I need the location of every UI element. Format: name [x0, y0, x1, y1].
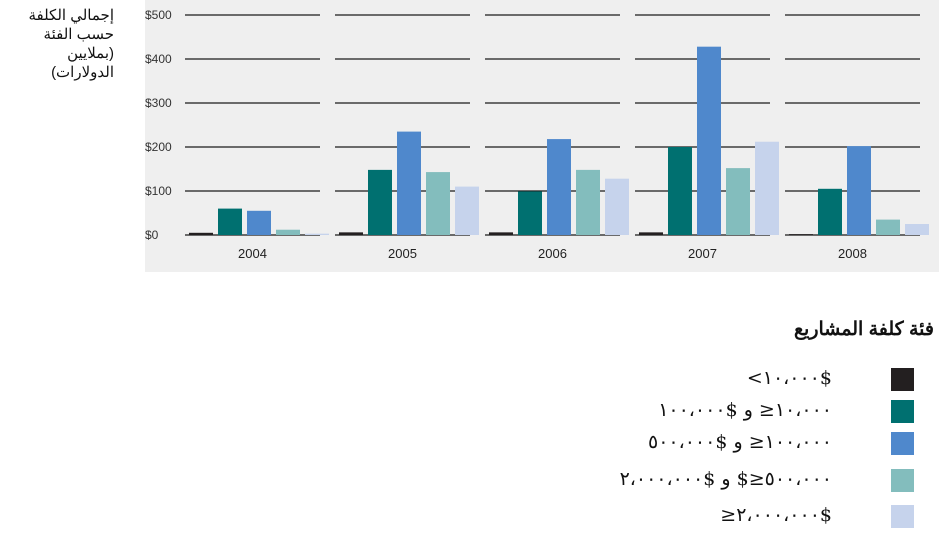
- y-axis-label: إجمالي الكلفة حسب الفئة (بملايين الدولار…: [28, 7, 114, 81]
- bar: [276, 229, 300, 235]
- bar: [905, 224, 929, 235]
- legend-item: $١٠،٠٠٠>: [450, 366, 930, 391]
- legend-swatch: [891, 469, 914, 492]
- legend-label: ١٠،٠٠٠≤ و $١٠٠،٠٠٠: [658, 399, 832, 421]
- y-tick-label: $500: [145, 8, 172, 22]
- y-tick-label: $200: [145, 140, 172, 154]
- y-tick-label: $0: [145, 228, 159, 242]
- legend-swatch: [891, 432, 914, 455]
- bar: [247, 210, 271, 235]
- bar-chart: $0 $100 $200 $300 $400 $500 2004 2005 2006 2007 20…: [145, 8, 929, 261]
- bar: [426, 172, 450, 235]
- legend-label: ٥٠٠،٠٠٠≤$ و $٢،٠٠٠،٠٠٠: [619, 468, 832, 490]
- x-tick-label: 2006: [538, 246, 567, 261]
- legend-label: ١٠٠،٠٠٠≤ و $٥٠٠،٠٠٠: [647, 431, 832, 453]
- y-tick-label: $300: [145, 96, 172, 110]
- bar: [847, 146, 871, 235]
- legend-item: $٢،٠٠٠،٠٠٠≤: [450, 503, 930, 528]
- x-tick-label: 2005: [388, 246, 417, 261]
- bar: [397, 131, 421, 235]
- y-tick-label: $100: [145, 184, 172, 198]
- legend-label: $١٠،٠٠٠>: [746, 367, 832, 389]
- bar: [489, 232, 513, 235]
- legend-item: ١٠،٠٠٠≤ و $١٠٠،٠٠٠: [450, 398, 930, 423]
- bar: [755, 141, 779, 235]
- x-tick-label: 2007: [688, 246, 717, 261]
- bar: [726, 168, 750, 235]
- x-tick-label: 2008: [838, 246, 867, 261]
- bar: [339, 232, 363, 235]
- bar: [876, 219, 900, 235]
- legend-swatch: [891, 368, 914, 391]
- bar: [697, 46, 721, 236]
- x-tick-label: 2004: [238, 246, 267, 261]
- legend-swatch: [891, 505, 914, 528]
- bar: [668, 147, 692, 235]
- bar: [518, 191, 542, 235]
- legend-title: فئة كلفة المشاريع: [793, 319, 934, 340]
- legend-label: $٢،٠٠٠،٠٠٠≤: [720, 504, 832, 526]
- bar: [189, 232, 213, 235]
- bar: [639, 232, 663, 235]
- bar: [789, 234, 813, 236]
- legend-swatch: [891, 400, 914, 423]
- bar: [305, 233, 329, 235]
- legend-item: ٥٠٠،٠٠٠≤$ و $٢،٠٠٠،٠٠٠: [450, 467, 930, 492]
- bar: [605, 178, 629, 235]
- bar: [368, 169, 392, 235]
- bar: [576, 169, 600, 235]
- bar: [818, 188, 842, 235]
- y-tick-label: $400: [145, 52, 172, 66]
- chart-panel: $0 $100 $200 $300 $400 $500 2004 2005 2006 2007 20…: [145, 0, 939, 272]
- bar: [547, 139, 571, 235]
- legend-item: ١٠٠،٠٠٠≤ و $٥٠٠،٠٠٠: [450, 430, 930, 455]
- bar: [218, 208, 242, 235]
- bar: [455, 186, 479, 235]
